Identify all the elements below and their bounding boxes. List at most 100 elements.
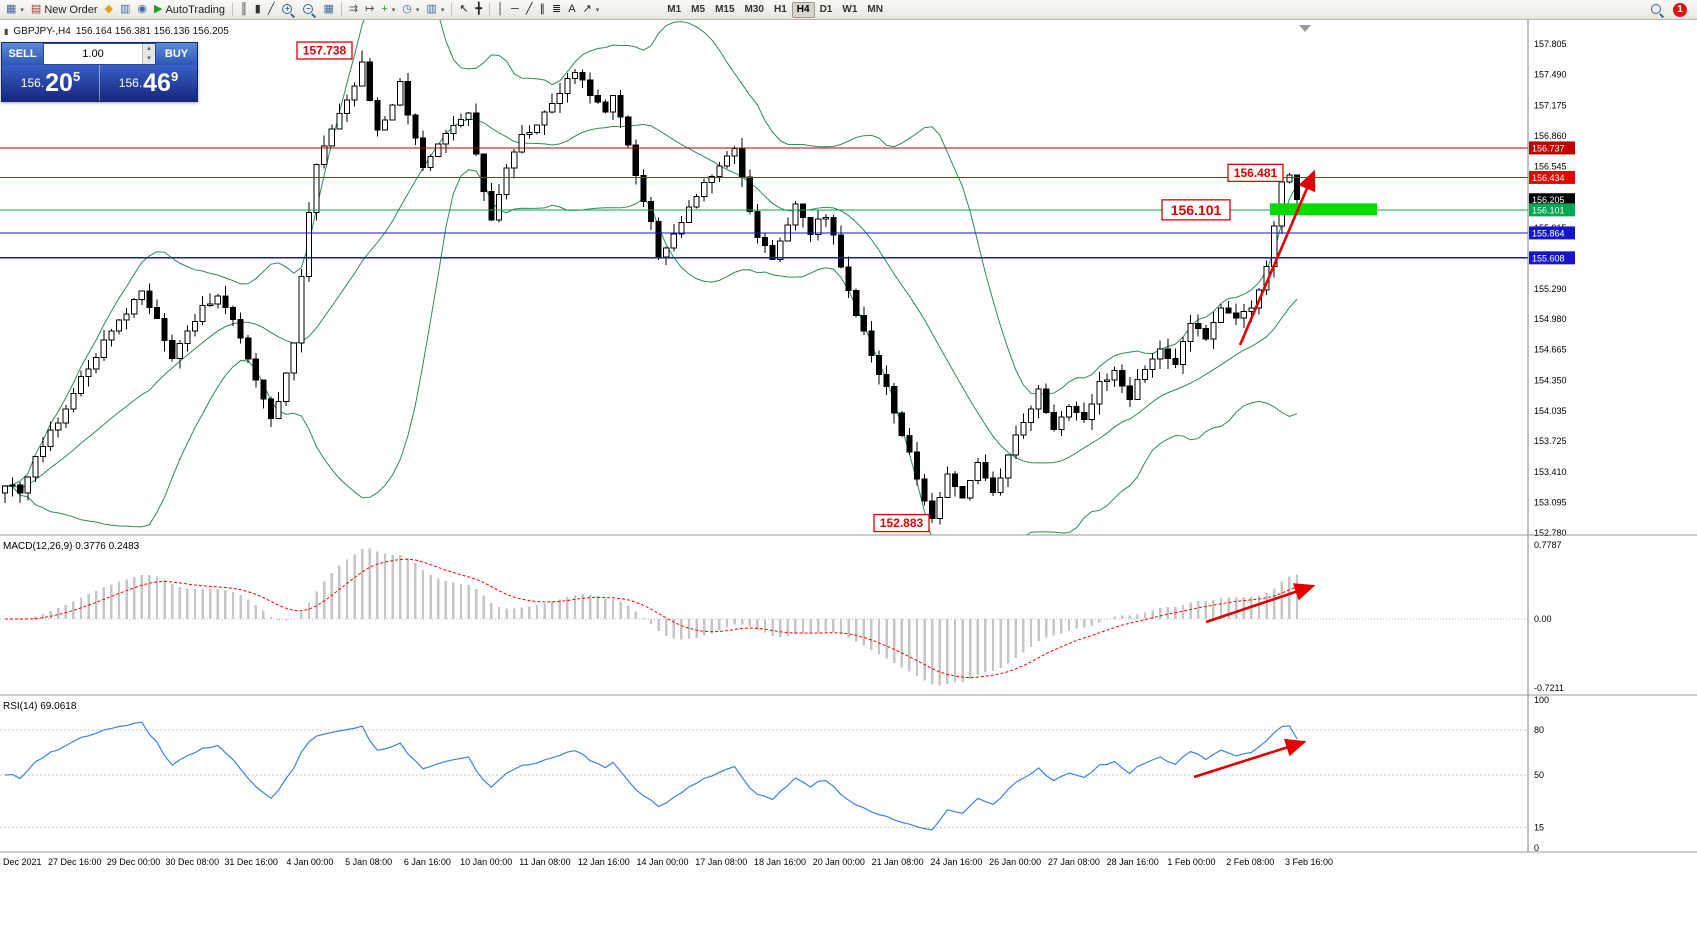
chart-label-box[interactable]	[296, 41, 353, 60]
zoom-out-button[interactable]: −	[299, 1, 319, 18]
trend-arrow-main[interactable]	[1238, 169, 1316, 346]
timeframe-d1-button[interactable]: D1	[815, 2, 838, 18]
trend-arrow-rsi[interactable]	[1193, 738, 1307, 779]
price-tick: 157.490	[1534, 70, 1567, 80]
buy-price-prefix: 156.	[118, 76, 143, 90]
rsi-label: RSI(14) 69.0618	[3, 701, 77, 712]
candlestick-chart-button[interactable]: ▮	[252, 1, 264, 18]
price-tick: 157.805	[1534, 39, 1567, 49]
volume-decrease-button[interactable]: ▾	[143, 54, 155, 64]
chart-symbol-info: ▮ GBPJPY-,H4 156.164 156.381 156.136 156…	[4, 26, 229, 37]
autotrading-button[interactable]: ▶ AutoTrading	[151, 1, 228, 18]
arrows-button[interactable]: ↗ ▾	[580, 1, 603, 18]
chart-label-box[interactable]	[1227, 163, 1284, 183]
vertical-line-button[interactable]: │	[494, 1, 507, 18]
toolbar: ▦ ▾ ▤ New Order ◆ ▥ ◉ ▶ AutoTrading ║ ▮ ╱ + − ▦ ⇉ ↦ + ▾ ◷ ▾ ▥…	[0, 0, 1697, 20]
indicators-button[interactable]: + ▾	[378, 1, 398, 18]
timeframe-h4-button[interactable]: H4	[791, 1, 815, 18]
crosshair-button[interactable]: ╋	[473, 1, 486, 18]
time-label: 29 Dec 00:00	[107, 857, 161, 867]
market-watch-button[interactable]: ▥	[117, 1, 133, 18]
rsi-tick: 0	[1534, 843, 1539, 853]
chart-label-text: 156.101	[1171, 202, 1222, 218]
metaeditor-button[interactable]: ◆	[102, 1, 116, 18]
bar-chart-icon: ║	[240, 3, 248, 15]
search-icon[interactable]	[1650, 3, 1664, 17]
sell-price-prefix: 156.	[20, 76, 45, 90]
axis-price-box	[1529, 226, 1575, 240]
axis-price-box-text: 155.608	[1532, 253, 1565, 263]
trendline-button[interactable]: ╱	[523, 1, 536, 18]
chart-shift-marker[interactable]	[1299, 25, 1311, 32]
timeframe-toolbar: M1 M5 M15 M30 H1 H4 D1 W1 MN	[662, 1, 888, 18]
dropdown-caret-icon: ▾	[440, 6, 445, 14]
timeframe-m15-button[interactable]: M15	[710, 2, 739, 18]
volume-increase-button[interactable]: ▴	[143, 44, 155, 54]
buy-price-big: 46	[143, 69, 171, 97]
text-icon: A	[568, 3, 576, 15]
new-order-button[interactable]: ▤ New Order	[28, 1, 101, 18]
price-scale[interactable]: 157.805 157.490 157.175 156.860 156.545 156.2…	[1527, 20, 1575, 853]
rsi-tick: 15	[1534, 823, 1544, 833]
sell-price[interactable]: 156. 20 5	[2, 65, 99, 101]
new-chart-icon: ▦	[6, 3, 17, 15]
timeframe-mn-button[interactable]: MN	[862, 2, 888, 18]
trend-arrow-macd[interactable]	[1205, 583, 1316, 624]
navigator-button[interactable]: ◉	[134, 1, 150, 18]
tile-windows-button[interactable]: ▦	[320, 1, 336, 18]
rsi-tick: 50	[1534, 770, 1544, 780]
one-click-trading-panel: SELL 1.00 ▴ ▾ BUY 156. 20 5	[1, 42, 198, 102]
tile-windows-icon: ▦	[323, 3, 334, 15]
price-tick: 153.095	[1534, 497, 1567, 507]
volume-value[interactable]: 1.00	[82, 48, 104, 60]
text-button[interactable]: A	[565, 1, 578, 18]
bar-chart-button[interactable]: ║	[237, 1, 251, 18]
green-zone-highlight[interactable]	[1270, 203, 1377, 216]
panel-separators[interactable]	[0, 534, 1697, 853]
timeframe-m30-button[interactable]: M30	[740, 2, 769, 18]
cursor-button[interactable]: ↖	[456, 1, 471, 18]
notification-badge[interactable]: 1	[1673, 2, 1687, 17]
chart-shift-button[interactable]: ↦	[362, 1, 377, 18]
axis-price-box-text: 156.737	[1532, 143, 1565, 153]
toolbar-buttons: ▦ ▾ ▤ New Order ◆ ▥ ◉ ▶ AutoTrading ║ ▮ ╱ + − ▦ ⇉ ↦ + ▾ ◷ ▾ ▥…	[3, 1, 602, 18]
chart-canvas[interactable]: 157.738 156.481 156.101 152.883 MACD(12,26,9…	[0, 20, 1697, 938]
auto-scroll-button[interactable]: ⇉	[346, 1, 361, 18]
bollinger-upper	[4, 20, 1298, 487]
fibonacci-button[interactable]: ≣	[549, 1, 564, 18]
market-watch-icon: ▥	[119, 3, 131, 15]
time-axis[interactable]: 24 Dec 2021 27 Dec 16:00 29 Dec 00:00 30 De…	[0, 857, 1333, 867]
buy-price[interactable]: 156. 46 9	[100, 65, 197, 101]
sell-button[interactable]: SELL	[2, 43, 44, 65]
buy-button[interactable]: BUY	[155, 43, 197, 65]
zoom-in-button[interactable]: +	[278, 1, 298, 18]
chart-label-box[interactable]	[1161, 199, 1231, 221]
templates-button[interactable]: ▥ ▾	[423, 1, 447, 18]
timeframe-m5-button[interactable]: M5	[686, 2, 710, 18]
candlestick-icon: ▮	[4, 27, 9, 36]
time-label: 28 Jan 16:00	[1107, 857, 1159, 867]
timeframe-w1-button[interactable]: W1	[837, 2, 862, 18]
axis-price-box	[1529, 170, 1575, 184]
price-label-annotations[interactable]: 157.738 156.481 156.101 152.883	[296, 41, 1284, 533]
macd-tick: -0.7211	[1534, 683, 1564, 693]
trade-panel-divider	[99, 65, 100, 101]
time-label: 2 Feb 08:00	[1226, 857, 1274, 867]
price-tick: 153.410	[1534, 467, 1567, 477]
periods-button[interactable]: ◷ ▾	[399, 1, 422, 18]
timeframe-m1-button[interactable]: M1	[662, 2, 686, 18]
dropdown-caret-icon: ▾	[415, 6, 420, 14]
time-label: 30 Dec 08:00	[166, 857, 220, 867]
chart-symbol: GBPJPY-,H4	[13, 26, 71, 37]
dropdown-caret-icon: ▾	[391, 6, 396, 14]
new-chart-button[interactable]: ▦ ▾	[3, 1, 27, 18]
horizontal-line-button[interactable]: ─	[508, 1, 522, 18]
time-label: 27 Jan 08:00	[1048, 857, 1100, 867]
trend-arrows[interactable]	[1193, 169, 1316, 779]
chart-label-box[interactable]	[873, 513, 930, 533]
line-chart-button[interactable]: ╱	[265, 1, 278, 18]
volume-field[interactable]: 1.00 ▴ ▾	[44, 43, 155, 65]
timeframe-h1-button[interactable]: H1	[769, 2, 792, 18]
axis-price-box	[1529, 141, 1575, 155]
channel-button[interactable]: ∥	[536, 1, 548, 18]
